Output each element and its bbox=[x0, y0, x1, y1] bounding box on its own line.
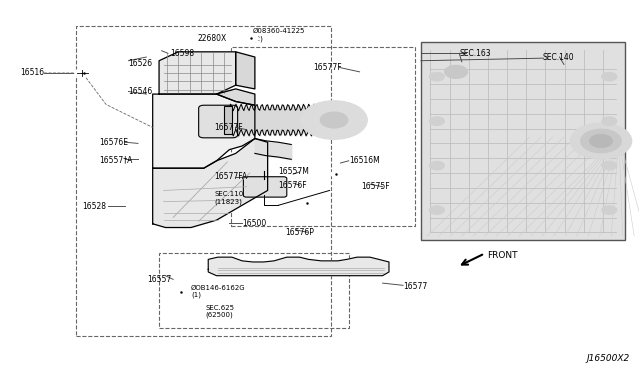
Circle shape bbox=[602, 161, 617, 170]
Circle shape bbox=[244, 35, 257, 42]
Polygon shape bbox=[153, 94, 255, 168]
Circle shape bbox=[602, 117, 617, 126]
Text: 16557: 16557 bbox=[148, 275, 172, 284]
Text: 22680X: 22680X bbox=[197, 34, 227, 43]
Text: 16516M: 16516M bbox=[349, 156, 380, 165]
Text: 16577F: 16577F bbox=[314, 63, 342, 72]
Circle shape bbox=[602, 206, 617, 215]
Text: 16526: 16526 bbox=[129, 59, 152, 68]
FancyBboxPatch shape bbox=[243, 177, 287, 197]
Text: Ø08360-41225
(2): Ø08360-41225 (2) bbox=[253, 28, 305, 42]
Text: SEC.110
(11823): SEC.110 (11823) bbox=[214, 191, 244, 205]
Circle shape bbox=[602, 72, 617, 81]
Text: SEC.625
(62500): SEC.625 (62500) bbox=[205, 305, 234, 318]
Text: 16500: 16500 bbox=[242, 219, 266, 228]
Circle shape bbox=[429, 72, 445, 81]
Text: 16577: 16577 bbox=[403, 282, 428, 291]
Text: FRONT: FRONT bbox=[487, 251, 518, 260]
Text: 16516: 16516 bbox=[20, 68, 44, 77]
Circle shape bbox=[570, 123, 632, 159]
Text: J16500X2: J16500X2 bbox=[586, 354, 630, 363]
Text: 16577FA: 16577FA bbox=[214, 172, 248, 181]
Bar bbox=[224, 106, 232, 134]
Text: SEC.140: SEC.140 bbox=[542, 52, 574, 61]
Bar bbox=[230, 47, 415, 226]
Text: 16546: 16546 bbox=[129, 87, 153, 96]
Text: 16598: 16598 bbox=[170, 49, 194, 58]
Circle shape bbox=[429, 161, 445, 170]
Bar bbox=[76, 26, 332, 336]
Polygon shape bbox=[208, 257, 389, 276]
Text: ØOB146-6162G
(1): ØOB146-6162G (1) bbox=[191, 285, 246, 298]
Bar bbox=[315, 106, 323, 134]
FancyBboxPatch shape bbox=[198, 105, 237, 138]
Bar bbox=[159, 253, 349, 328]
Circle shape bbox=[174, 288, 187, 295]
Text: 16557†A: 16557†A bbox=[100, 155, 133, 164]
Circle shape bbox=[75, 68, 90, 77]
Polygon shape bbox=[159, 52, 236, 94]
Circle shape bbox=[429, 117, 445, 126]
Polygon shape bbox=[153, 138, 268, 228]
Text: 16576P: 16576P bbox=[285, 228, 314, 237]
Circle shape bbox=[445, 65, 467, 78]
Text: 16528: 16528 bbox=[83, 202, 106, 211]
Circle shape bbox=[580, 129, 621, 153]
Polygon shape bbox=[216, 89, 255, 105]
Text: SEC.163: SEC.163 bbox=[460, 49, 491, 58]
Text: 16576E: 16576E bbox=[100, 138, 129, 147]
Circle shape bbox=[589, 134, 612, 148]
Circle shape bbox=[77, 69, 90, 77]
Circle shape bbox=[331, 171, 341, 177]
Bar bbox=[421, 42, 625, 240]
Text: 16576F: 16576F bbox=[278, 181, 307, 190]
Text: 16575F: 16575F bbox=[362, 182, 390, 191]
Polygon shape bbox=[236, 52, 255, 89]
Circle shape bbox=[320, 112, 348, 128]
Circle shape bbox=[302, 200, 312, 206]
Text: 16577F: 16577F bbox=[214, 123, 243, 132]
Text: 16557M: 16557M bbox=[278, 167, 309, 176]
Circle shape bbox=[243, 34, 259, 43]
Circle shape bbox=[429, 206, 445, 215]
Circle shape bbox=[301, 101, 367, 139]
